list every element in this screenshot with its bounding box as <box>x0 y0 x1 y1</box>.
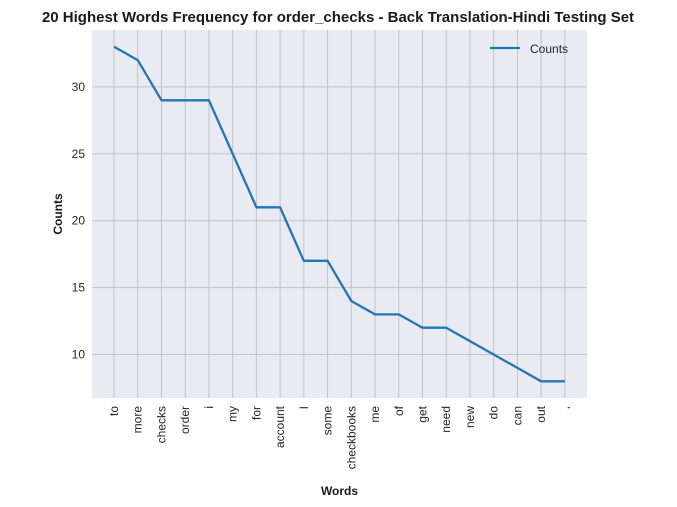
x-tick-label: my <box>226 406 240 422</box>
legend: Counts <box>490 42 568 56</box>
y-tick-label: 20 <box>72 214 86 228</box>
y-tick-labels: 10 15 20 25 30 <box>72 80 86 362</box>
x-tick-label: of <box>392 405 406 416</box>
x-tick-label: checks <box>154 406 168 443</box>
x-tick-label: some <box>321 406 335 436</box>
plot-area <box>92 30 587 398</box>
y-axis-label: Counts <box>51 193 65 235</box>
y-tick-label: 10 <box>72 348 86 362</box>
x-tick-label: order <box>178 406 192 434</box>
x-tick-label: for <box>249 406 263 420</box>
x-tick-label: checkbooks <box>344 406 358 469</box>
x-axis-label: Words <box>321 484 358 498</box>
y-tick-label: 25 <box>72 147 86 161</box>
horizontal-gridlines <box>92 86 587 356</box>
x-tick-label: need <box>439 406 453 433</box>
x-tick-label: account <box>273 405 287 448</box>
vertical-gridlines <box>113 30 566 398</box>
x-tick-label: out <box>534 405 548 422</box>
x-tick-label: get <box>415 405 429 422</box>
chart-title: 20 Highest Words Frequency for order_che… <box>42 9 634 26</box>
x-tick-label: i <box>202 406 216 409</box>
x-tick-label: to <box>107 406 121 416</box>
x-tick-label: me <box>368 406 382 423</box>
x-tick-label: , <box>558 406 572 409</box>
x-tick-label: can <box>510 406 524 425</box>
x-tick-label: do <box>487 406 501 420</box>
counts-series-line <box>113 45 565 383</box>
y-tick-label: 15 <box>72 281 86 295</box>
y-tick-label: 30 <box>72 80 86 94</box>
legend-label-counts: Counts <box>530 42 568 56</box>
x-tick-label: more <box>131 406 145 434</box>
x-tick-label: I <box>297 406 311 409</box>
x-tick-label: new <box>463 406 477 428</box>
